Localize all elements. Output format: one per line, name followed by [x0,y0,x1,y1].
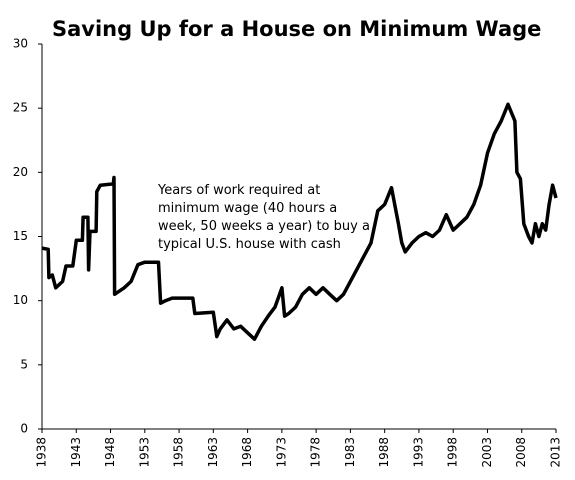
y-tick-label: 30 [13,37,28,51]
x-tick-label: 1993 [411,437,425,468]
y-tick-label: 10 [13,293,28,307]
x-tick-label: 2008 [514,437,528,468]
x-tick-label: 2013 [549,437,563,468]
annotation: typical U.S. house with cash [158,237,341,252]
chart-title: Saving Up for a House on Minimum Wage [52,17,541,41]
y-tick-label: 5 [20,357,28,371]
x-tick-label: 1983 [343,437,357,468]
y-tick-label: 0 [20,422,28,436]
annotation: minimum wage (40 hours a [158,201,337,216]
x-tick-label: 2003 [480,437,494,468]
x-tick-label: 1948 [103,437,117,468]
x-tick-label: 1998 [446,437,460,468]
line [41,102,558,341]
x-tick-label: 1963 [206,437,220,468]
annotation: Years of work required at [157,183,320,198]
x-tick-label: 1943 [69,437,83,468]
annotation: week, 50 weeks a year) to buy a [158,219,370,234]
x-tick-label: 1938 [35,437,49,468]
x-tick-label: 1958 [172,437,186,468]
y-tick-label: 15 [13,229,28,243]
x-tick-label: 1978 [309,437,323,468]
x-tick-label: 1968 [240,437,254,468]
x-tick-label: 1953 [137,437,151,468]
y-tick-label: 25 [13,101,28,115]
x-tick-label: 1973 [274,437,288,468]
x-tick-label: 1988 [377,437,391,468]
y-tick-label: 20 [13,165,28,179]
